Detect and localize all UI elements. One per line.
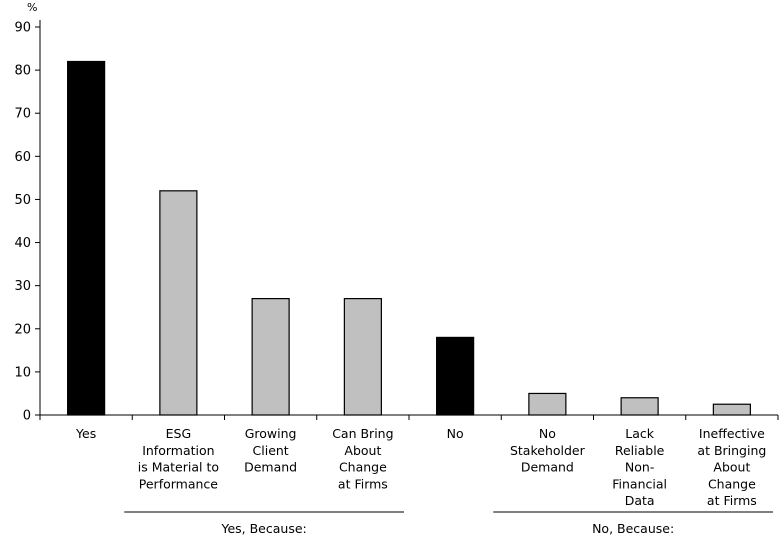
unit-label: % — [27, 1, 37, 14]
bar — [528, 392, 567, 416]
y-axis: 0 10 20 30 40 50 60 70 80 90 — [14, 20, 41, 424]
bar — [159, 190, 198, 416]
y-tick-label: 80 — [14, 64, 31, 79]
bar — [620, 397, 659, 416]
category-label: Ineffective at Bringing About Change at Firm… — [697, 426, 766, 508]
category-label: Can Bring About Change at Firms — [332, 426, 393, 491]
bar — [67, 60, 106, 416]
category-label: Growing Client Demand — [244, 426, 297, 475]
category-label: Lack Reliable Non-Financial Data — [612, 426, 667, 508]
category-label: Yes — [75, 426, 96, 441]
group-brackets: Yes, Because: No, Because: — [124, 511, 773, 536]
bar — [436, 336, 475, 416]
category-label: No Stakeholder Demand — [510, 426, 586, 475]
y-tick-label: 50 — [14, 193, 31, 208]
y-tick-label: 90 — [14, 21, 31, 36]
y-tick-label: 70 — [14, 107, 31, 122]
y-tick-label: 20 — [14, 322, 31, 337]
category-labels: Yes ESG Information is Material to Performan… — [75, 426, 766, 508]
x-axis — [39, 414, 779, 420]
y-tick-label: 10 — [14, 365, 31, 380]
y-tick-label: 30 — [14, 279, 31, 294]
bar — [251, 298, 290, 416]
group-label: No, Because: — [592, 521, 674, 536]
y-tick-label: 60 — [14, 150, 31, 165]
y-tick-label: 40 — [14, 236, 31, 251]
bar — [712, 403, 751, 416]
bars — [67, 60, 751, 416]
bar — [343, 298, 382, 416]
category-label: ESG Information is Material to Performance — [138, 426, 219, 491]
category-label: No — [447, 426, 464, 441]
group-label: Yes, Because: — [220, 521, 306, 536]
y-tick-label: 0 — [23, 409, 31, 424]
